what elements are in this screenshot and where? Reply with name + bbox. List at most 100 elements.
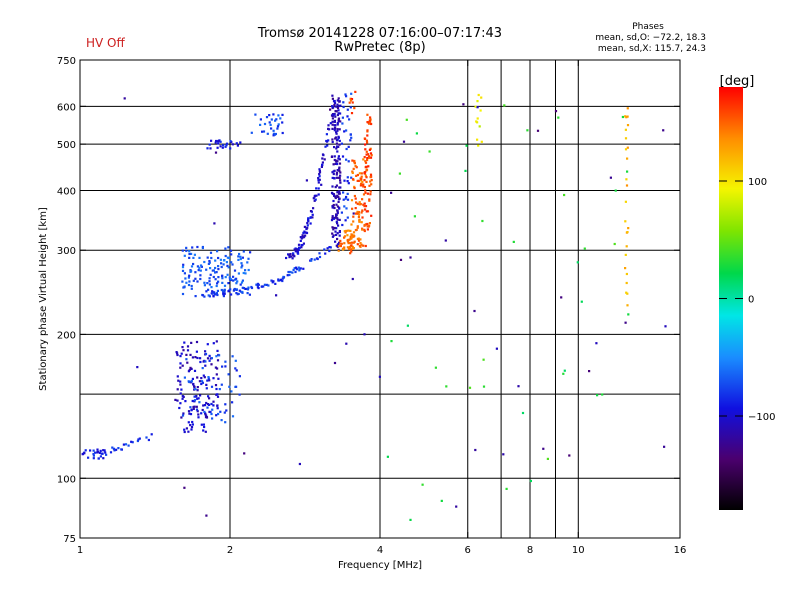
- echo-point: [337, 200, 340, 203]
- echo-point: [576, 261, 579, 264]
- echo-point: [235, 288, 238, 291]
- echo-point: [310, 258, 313, 261]
- echo-point: [277, 279, 280, 282]
- echo-point: [505, 487, 508, 490]
- echo-point: [333, 226, 336, 230]
- echo-point: [206, 256, 209, 259]
- echo-point: [350, 236, 354, 239]
- echo-point: [265, 116, 269, 119]
- echo-point: [337, 198, 341, 201]
- echo-point: [415, 132, 418, 135]
- colorbar-tick-label: 100: [748, 177, 767, 188]
- echo-point: [346, 234, 349, 237]
- echo-point: [176, 353, 179, 357]
- echo-point: [358, 220, 361, 223]
- echo-point: [363, 156, 366, 159]
- echo-point: [190, 426, 194, 429]
- echo-point: [356, 226, 359, 229]
- echo-point: [338, 176, 341, 180]
- echo-point: [365, 210, 368, 213]
- echo-point: [94, 451, 97, 454]
- echo-point: [343, 246, 346, 249]
- echo-point: [614, 189, 617, 192]
- echo-point: [338, 128, 341, 131]
- echo-point: [364, 191, 367, 194]
- echo-point: [281, 121, 284, 124]
- echo-point: [626, 157, 629, 160]
- echo-point: [180, 416, 183, 419]
- echo-point: [333, 113, 336, 116]
- echo-point: [339, 104, 342, 107]
- echo-point: [218, 388, 221, 391]
- echo-point: [360, 172, 363, 175]
- echo-point: [351, 277, 354, 281]
- echo-point: [352, 231, 356, 234]
- echo-point: [211, 417, 214, 420]
- echo-point: [287, 270, 290, 274]
- echo-point: [360, 178, 363, 181]
- echo-point: [343, 242, 346, 245]
- echo-point: [339, 244, 342, 248]
- echo-point: [363, 224, 366, 227]
- echo-point: [390, 191, 393, 194]
- echo-point: [332, 170, 335, 173]
- echo-point: [202, 423, 205, 426]
- echo-point: [214, 278, 217, 281]
- echo-point: [206, 282, 209, 285]
- echo-point: [321, 157, 324, 160]
- echo-point: [202, 429, 205, 432]
- echo-point: [624, 128, 627, 131]
- echo-point: [327, 127, 330, 130]
- echo-point: [297, 266, 300, 269]
- echo-point: [362, 203, 365, 206]
- echo-point: [354, 197, 357, 200]
- echo-point: [343, 236, 346, 239]
- echo-point: [359, 203, 362, 206]
- echo-point: [291, 257, 294, 260]
- echo-point: [209, 410, 212, 414]
- echo-point: [212, 275, 215, 279]
- echo-point: [145, 436, 148, 439]
- echo-point: [343, 130, 346, 133]
- echo-point: [178, 406, 181, 410]
- echo-point: [336, 162, 339, 166]
- echo-point: [233, 287, 236, 291]
- echo-point: [190, 367, 193, 370]
- echo-point: [331, 206, 334, 209]
- echo-point: [235, 292, 238, 295]
- echo-point: [495, 347, 498, 350]
- echo-point: [326, 144, 329, 147]
- echo-point: [201, 381, 204, 384]
- echo-point: [476, 100, 479, 103]
- echo-point: [331, 155, 334, 158]
- echo-point: [335, 220, 338, 223]
- echo-point: [335, 142, 338, 145]
- echo-point: [213, 293, 216, 296]
- echo-point: [208, 397, 211, 400]
- echo-point: [334, 230, 337, 233]
- echo-point: [331, 215, 334, 218]
- echo-point: [196, 245, 199, 249]
- echo-point: [191, 246, 194, 249]
- echo-point: [299, 267, 302, 270]
- echo-point: [331, 120, 334, 123]
- echo-point: [181, 266, 185, 269]
- echo-point: [208, 354, 211, 357]
- x-tick-label: 4: [377, 545, 383, 556]
- echo-point: [199, 360, 202, 364]
- echo-point: [223, 288, 226, 291]
- echo-point: [136, 366, 139, 369]
- echo-point: [223, 411, 226, 414]
- echo-point: [198, 256, 201, 259]
- echo-point: [366, 228, 369, 231]
- echo-point: [369, 193, 372, 196]
- echo-point: [368, 122, 371, 125]
- echo-point: [227, 290, 230, 293]
- echo-point: [215, 293, 218, 296]
- echo-point: [207, 376, 210, 379]
- echo-point: [215, 387, 218, 391]
- echo-point: [360, 243, 363, 246]
- echo-point: [557, 116, 560, 119]
- echo-point: [331, 94, 334, 97]
